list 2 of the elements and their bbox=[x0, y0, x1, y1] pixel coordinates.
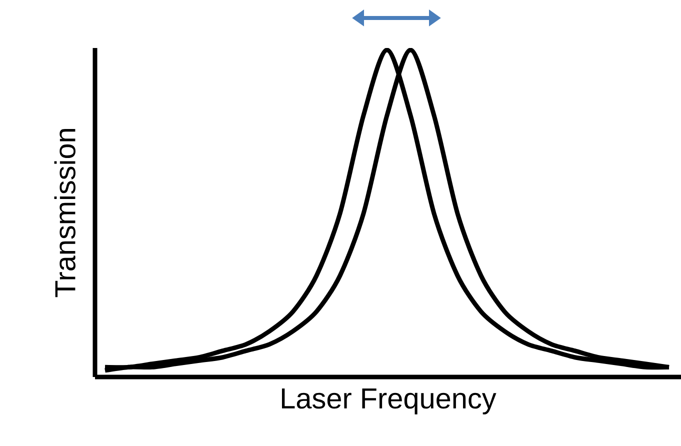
x-axis-title: Laser Frequency bbox=[282, 388, 496, 414]
y-axis-title: Transmission bbox=[54, 129, 76, 298]
